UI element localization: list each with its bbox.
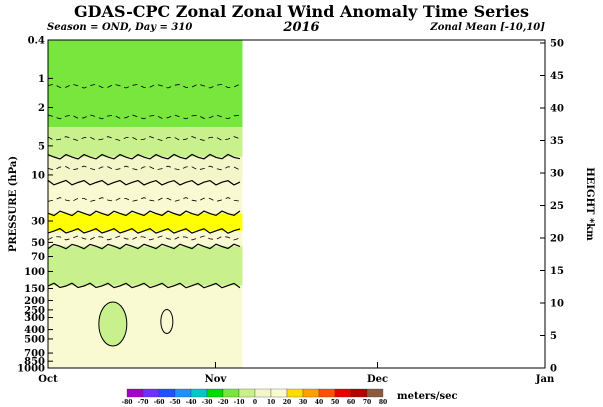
colorbar-swatch-5 bbox=[206, 388, 224, 398]
anomaly-band-5 bbox=[48, 230, 243, 247]
pressure-tick-label-16: 850 bbox=[24, 357, 45, 368]
pressure-tick-label-0: 0.4 bbox=[28, 36, 45, 47]
pressure-tick-label-17: 1000 bbox=[17, 364, 45, 375]
colorbar-swatch-2 bbox=[158, 388, 176, 398]
colorbar-swatch-8 bbox=[254, 388, 272, 398]
pressure-tick-label-8: 100 bbox=[24, 267, 45, 278]
pressure-tick-label-3: 5 bbox=[38, 141, 45, 152]
plot-frame bbox=[47, 39, 546, 369]
colorbar-label-8: 0 bbox=[253, 399, 257, 406]
colorbar-swatch-0 bbox=[126, 388, 144, 398]
colorbar-label-6: -20 bbox=[218, 399, 229, 406]
colorbar-swatch-11 bbox=[302, 388, 320, 398]
height-tick-label-8: 40 bbox=[550, 104, 564, 115]
y-axis-label-left: PRESSURE (hPa) bbox=[8, 156, 19, 252]
height-tick-label-10: 50 bbox=[550, 39, 564, 50]
contour-line-0 bbox=[47, 153, 241, 160]
pressure-tick-label-12: 300 bbox=[24, 313, 45, 324]
colorbar-swatch-14 bbox=[350, 388, 368, 398]
height-tick-label-7: 35 bbox=[550, 136, 564, 147]
contour-dashed-0 bbox=[47, 83, 241, 89]
pressure-tick-label-2: 2 bbox=[38, 103, 45, 114]
colorbar-label-12: 40 bbox=[315, 399, 323, 406]
colorbar-label-10: 20 bbox=[283, 399, 291, 406]
contour-line-2 bbox=[47, 210, 241, 217]
pressure-tick-label-1: 1 bbox=[38, 74, 45, 85]
height-tick-label-1: 5 bbox=[550, 331, 557, 342]
colorbar-swatch-15 bbox=[366, 388, 384, 398]
colorbar-label-5: -30 bbox=[202, 399, 213, 406]
height-tick-label-6: 30 bbox=[550, 169, 564, 180]
anomaly-band-1 bbox=[48, 127, 243, 157]
contour-cell-1 bbox=[160, 309, 174, 335]
colorbar-swatch-3 bbox=[174, 388, 192, 398]
contour-line-4 bbox=[47, 243, 241, 250]
colorbar-swatch-10 bbox=[286, 388, 304, 398]
contour-line-3 bbox=[47, 227, 241, 234]
contour-dashed-5 bbox=[47, 235, 241, 241]
y-axis-label-right: HEIGHT *km bbox=[584, 167, 595, 241]
colorbar-label-14: 60 bbox=[347, 399, 355, 406]
contour-dashed-1 bbox=[47, 114, 241, 120]
colorbar-swatch-4 bbox=[190, 388, 208, 398]
pressure-tick-label-5: 30 bbox=[31, 216, 45, 227]
time-tick-label-0: Oct bbox=[38, 374, 58, 385]
anomaly-band-4 bbox=[48, 213, 243, 231]
height-tick-label-3: 15 bbox=[550, 266, 564, 277]
colorbar-swatch-7 bbox=[238, 388, 256, 398]
height-tick-label-0: 0 bbox=[550, 364, 557, 375]
contour-line-1 bbox=[47, 179, 241, 186]
colorbar-label-4: -40 bbox=[186, 399, 197, 406]
colorbar-label-13: 50 bbox=[331, 399, 339, 406]
colorbar-swatch-12 bbox=[318, 388, 336, 398]
colorbar-swatch-1 bbox=[142, 388, 160, 398]
colorbar-label-3: -50 bbox=[170, 399, 181, 406]
pressure-tick-label-10: 200 bbox=[24, 296, 45, 307]
pressure-tick-label-4: 10 bbox=[31, 170, 45, 181]
anomaly-band-2 bbox=[48, 156, 243, 183]
contour-dashed-4 bbox=[47, 197, 241, 202]
contour-cell-0 bbox=[98, 301, 128, 347]
pressure-tick-label-11: 250 bbox=[24, 305, 45, 316]
time-tick-label-3: Jan bbox=[535, 374, 555, 385]
contour-line-5 bbox=[47, 282, 241, 289]
pressure-tick-label-7: 70 bbox=[31, 252, 45, 263]
colorbar-label-16: 80 bbox=[379, 399, 387, 406]
contour-dashed-2 bbox=[47, 136, 241, 141]
colorbar-swatch-9 bbox=[270, 388, 288, 398]
pressure-tick-label-14: 500 bbox=[24, 334, 45, 345]
year-label: 2016 bbox=[283, 20, 320, 35]
chart-title: GDAS-CPC Zonal Zonal Wind Anomaly Time S… bbox=[73, 2, 529, 21]
time-tick-label-1: Nov bbox=[205, 374, 228, 385]
contour-dashed-3 bbox=[47, 165, 241, 171]
colorbar-label-9: 10 bbox=[267, 399, 275, 406]
time-tick-label-2: Dec bbox=[367, 374, 388, 385]
season-label: Season = OND, Day = 310 bbox=[47, 22, 193, 33]
height-tick-label-9: 45 bbox=[550, 71, 564, 82]
anomaly-band-7 bbox=[48, 285, 243, 368]
colorbar-swatch-6 bbox=[222, 388, 240, 398]
anomaly-band-6 bbox=[48, 246, 243, 286]
height-tick-label-2: 10 bbox=[550, 299, 564, 310]
colorbar-label-0: -80 bbox=[122, 399, 133, 406]
colorbar-label-15: 70 bbox=[363, 399, 371, 406]
pressure-tick-label-9: 150 bbox=[24, 284, 45, 295]
pressure-tick-label-6: 50 bbox=[31, 238, 45, 249]
pressure-tick-label-13: 400 bbox=[24, 325, 45, 336]
height-tick-label-5: 25 bbox=[550, 201, 564, 212]
anomaly-band-0 bbox=[48, 40, 243, 128]
zonal-mean-label: Zonal Mean [-10,10] bbox=[430, 22, 545, 33]
colorbar-label-2: -60 bbox=[154, 399, 165, 406]
colorbar-swatch-13 bbox=[334, 388, 352, 398]
colorbar-unit-label: meters/sec bbox=[397, 391, 458, 402]
height-tick-label-4: 20 bbox=[550, 234, 564, 245]
colorbar-label-7: -10 bbox=[234, 399, 245, 406]
colorbar-label-11: 30 bbox=[299, 399, 307, 406]
pressure-tick-label-15: 700 bbox=[24, 349, 45, 360]
colorbar-label-1: -70 bbox=[138, 399, 149, 406]
